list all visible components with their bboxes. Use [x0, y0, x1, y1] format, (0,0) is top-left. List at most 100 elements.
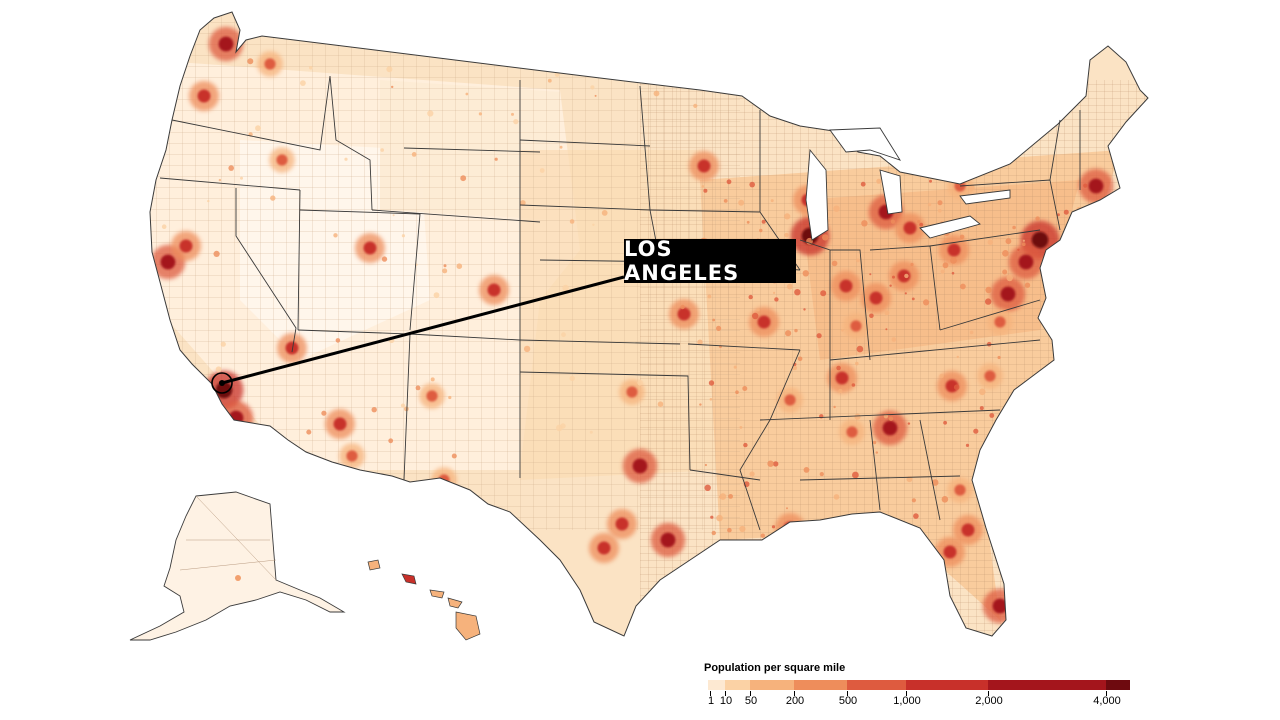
density-speck — [941, 496, 949, 503]
density-speck — [891, 337, 897, 342]
density-hotspot — [626, 386, 638, 398]
density-speck — [300, 80, 306, 86]
legend-tick-label: 4,000 — [1093, 695, 1121, 707]
density-speck — [592, 223, 595, 226]
density-speck — [1035, 216, 1040, 221]
density-hotspot — [264, 58, 276, 70]
density-speck — [392, 214, 395, 217]
density-speck — [938, 209, 942, 213]
density-speck — [166, 67, 170, 71]
density-speck — [160, 95, 166, 101]
density-speck — [851, 383, 856, 387]
density-speck — [442, 268, 448, 274]
density-speck — [802, 270, 809, 277]
legend-tick-mark — [710, 691, 711, 696]
density-speck — [306, 429, 312, 435]
density-speck — [1003, 415, 1006, 418]
density-speck — [716, 325, 722, 331]
density-speck — [448, 395, 452, 400]
density-speck — [523, 345, 531, 353]
density-speck — [1083, 183, 1088, 188]
density-speck — [386, 66, 393, 73]
density-speck — [940, 269, 945, 274]
density-speck — [1017, 248, 1020, 251]
density-hotspot — [597, 541, 611, 555]
density-speck — [1059, 315, 1066, 322]
legend-swatch — [708, 680, 725, 690]
density-hotspot — [632, 458, 648, 474]
density-hotspot — [961, 523, 975, 537]
density-hotspot — [333, 417, 347, 431]
density-speck — [965, 443, 970, 447]
density-speck — [494, 157, 498, 161]
density-speck — [985, 298, 992, 305]
legend-swatch — [1106, 680, 1130, 690]
density-speck — [1060, 353, 1063, 356]
density-legend: Population per square mile 1 10 50 200 500 1,… — [704, 662, 1134, 712]
density-speck — [779, 530, 783, 535]
legend-color-ramp — [708, 680, 1130, 690]
density-speck — [1024, 282, 1031, 288]
legend-tick-label: 500 — [838, 695, 858, 707]
density-speck — [997, 525, 1004, 532]
density-hotspot — [784, 394, 796, 406]
density-speck — [752, 312, 759, 320]
density-speck — [1022, 239, 1025, 242]
density-speck — [907, 422, 911, 425]
density-speck — [869, 313, 874, 319]
density-speck — [207, 199, 210, 203]
density-speck — [794, 328, 798, 333]
density-speck — [699, 403, 702, 406]
density-speck — [569, 375, 575, 382]
density-speck — [861, 220, 868, 227]
density-speck — [989, 413, 995, 418]
density-speck — [1059, 243, 1066, 250]
density-speck — [756, 308, 760, 312]
density-speck — [860, 181, 866, 187]
density-speck — [371, 407, 377, 413]
density-speck — [950, 257, 957, 264]
density-hotspot — [947, 243, 961, 257]
legend-swatch — [847, 680, 906, 690]
density-speck — [890, 219, 896, 224]
density-speck — [704, 484, 711, 491]
density-speck — [773, 461, 779, 467]
density-speck — [767, 460, 774, 467]
density-speck — [904, 292, 907, 295]
density-hotspot — [197, 89, 211, 103]
density-speck — [1063, 209, 1069, 215]
density-hotspot — [846, 426, 858, 438]
density-speck — [784, 213, 791, 220]
density-hotspot — [660, 532, 676, 548]
density-speck — [852, 471, 859, 479]
density-speck — [998, 442, 1004, 448]
density-speck — [569, 219, 575, 224]
density-speck — [719, 493, 727, 500]
density-hotspot — [954, 484, 966, 496]
density-speck — [697, 339, 703, 345]
density-speck — [547, 78, 552, 83]
density-speck — [1056, 213, 1060, 217]
density-speck — [771, 525, 776, 529]
density-speck — [380, 148, 385, 152]
alaska — [129, 491, 346, 641]
density-speck — [1006, 274, 1013, 282]
legend-swatch — [988, 680, 1106, 690]
density-speck — [884, 310, 890, 316]
density-speck — [240, 176, 243, 180]
density-speck — [1073, 397, 1077, 402]
density-speck — [942, 262, 949, 269]
density-speck — [892, 275, 895, 279]
density-hotspot — [757, 315, 771, 329]
density-hotspot — [1088, 178, 1104, 194]
density-speck — [960, 283, 966, 290]
density-hotspot — [839, 279, 853, 293]
density-speck — [794, 289, 801, 296]
density-hotspot — [218, 36, 234, 52]
density-speck — [927, 202, 932, 207]
density-speck — [400, 403, 406, 408]
density-speck — [443, 264, 447, 268]
density-speck — [820, 290, 827, 297]
legend-tick-mark — [794, 691, 795, 696]
density-speck — [1022, 242, 1026, 246]
